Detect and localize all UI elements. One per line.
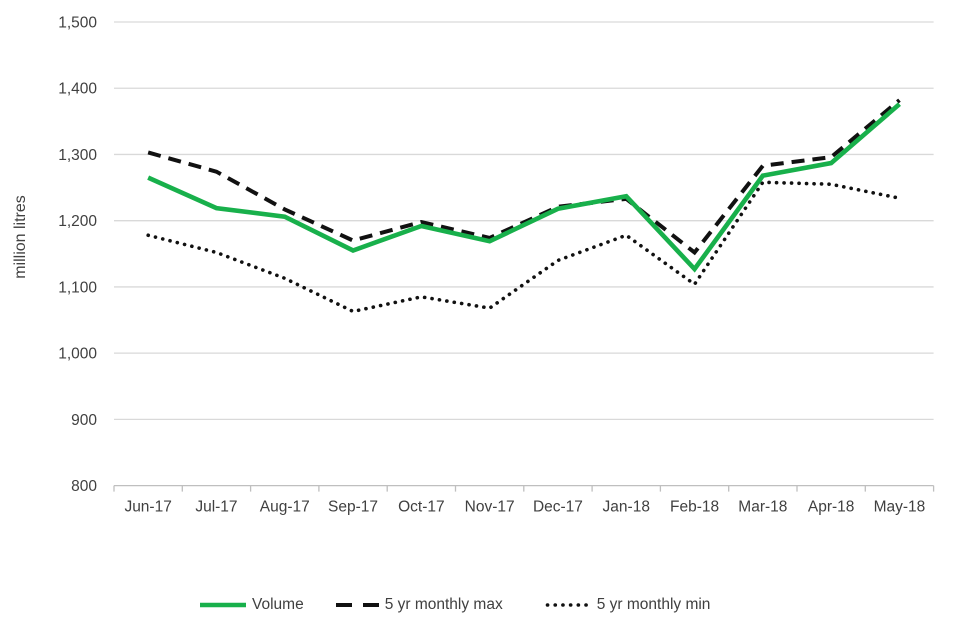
legend-label-volume: Volume: [252, 596, 304, 613]
x-tick-label: Sep-17: [328, 499, 378, 516]
x-tick-label: Nov-17: [465, 499, 515, 516]
volume-line: [147, 102, 901, 273]
y-tick-label: 1,300: [58, 147, 97, 164]
5-yr-monthly-min-line: [146, 180, 902, 314]
x-tick-label: May-18: [874, 499, 926, 516]
x-tick-label: Dec-17: [533, 499, 583, 516]
line-chart-plot: 800 900 1,000 1,100 1,200 1,300 1,400 1,500 Jun-…: [58, 15, 935, 516]
y-tick-label: 800: [71, 478, 97, 495]
y-axis-title: million litres: [12, 195, 29, 279]
x-tick-label: Oct-17: [398, 499, 445, 516]
x-tick-label: Feb-18: [670, 499, 719, 516]
x-tick-label: Jun-17: [124, 499, 171, 516]
y-tick-label: 1,500: [58, 15, 97, 32]
y-tick-label: 1,100: [58, 279, 97, 296]
y-tick-label: 900: [71, 412, 97, 429]
volume-line-swatch: [200, 602, 246, 608]
y-tick-label: 1,200: [58, 213, 97, 230]
x-tick-label: Jul-17: [195, 499, 237, 516]
min-dotted-line-swatch: [545, 603, 592, 607]
5-yr-monthly-max-line: [147, 98, 901, 256]
x-tick-label: Mar-18: [738, 499, 787, 516]
legend-label-min: 5 yr monthly min: [596, 596, 711, 613]
x-tick-label: Jan-18: [603, 499, 650, 516]
x-tick-label: Aug-17: [260, 499, 310, 516]
y-tick-label: 1,400: [58, 81, 97, 98]
legend-item-volume: Volume: [199, 596, 304, 614]
legend-label-max: 5 yr monthly max: [384, 596, 503, 613]
legend-item-5yr-monthly-min: 5 yr monthly min: [545, 596, 711, 614]
x-tick-label: Apr-18: [808, 499, 855, 516]
legend-item-5yr-monthly-max: 5 yr monthly max: [335, 596, 503, 614]
legend: Volume 5 yr monthly max 5 yr monthly min: [199, 596, 710, 614]
max-dashed-line-swatch: [335, 603, 379, 607]
y-tick-label: 1,000: [58, 346, 97, 363]
